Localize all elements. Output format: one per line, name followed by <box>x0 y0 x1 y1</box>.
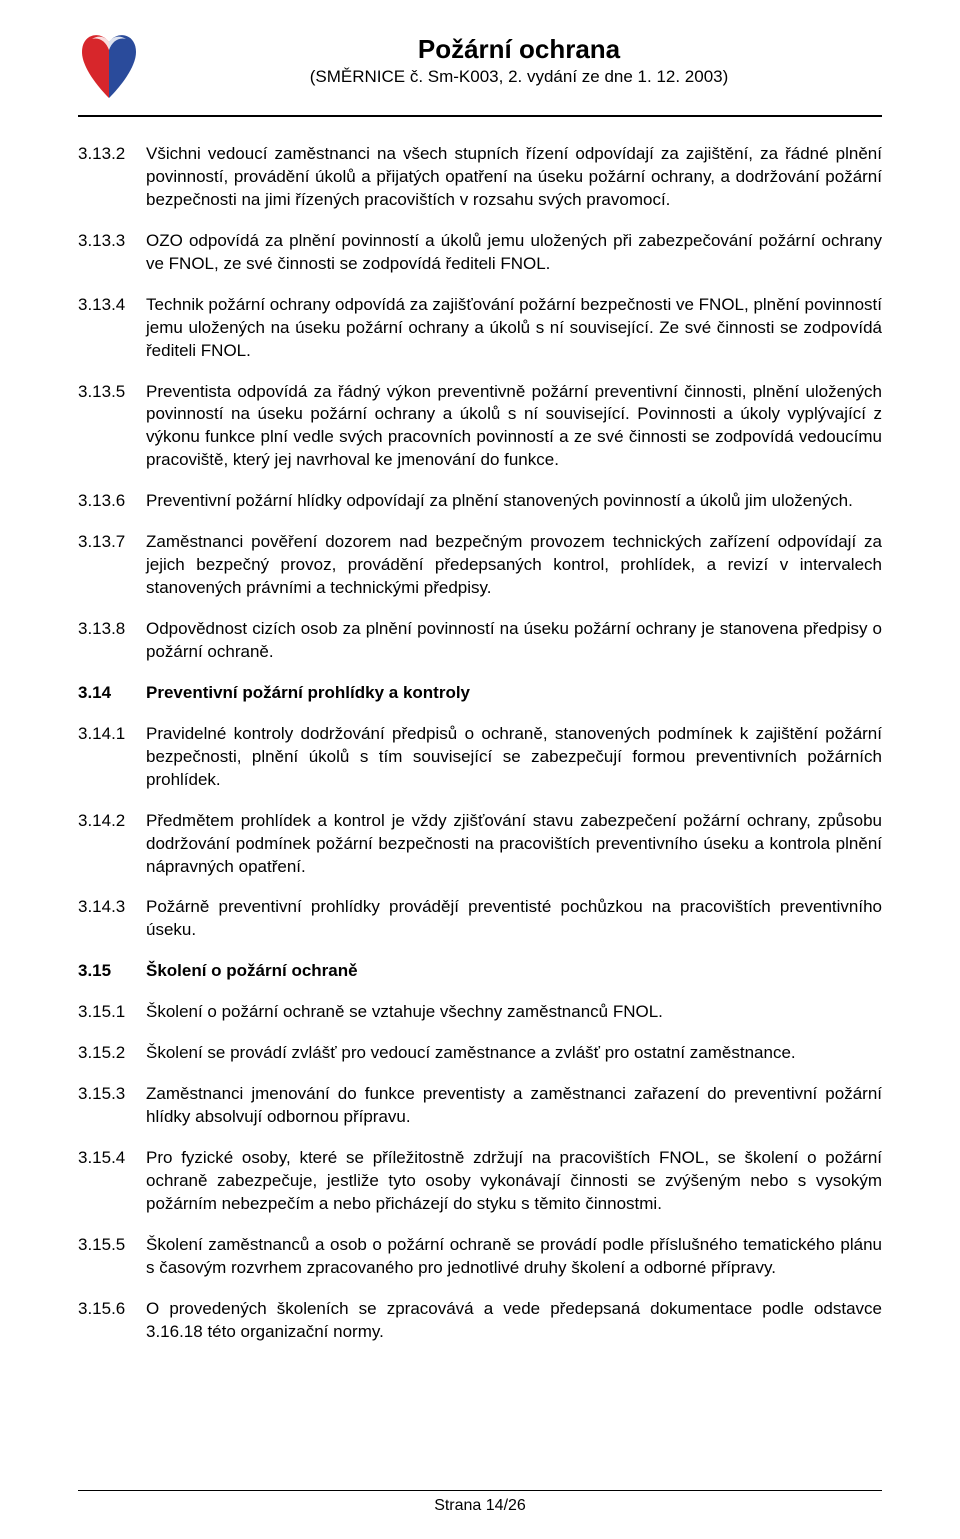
clause-number: 3.14 <box>78 682 146 705</box>
clause-item: 3.13.5Preventista odpovídá za řádný výko… <box>78 381 882 473</box>
clause-number: 3.13.7 <box>78 531 146 554</box>
section-heading: 3.14Preventivní požární prohlídky a kont… <box>78 682 882 705</box>
clause-text: Pro fyzické osoby, které se příležitostn… <box>146 1147 882 1216</box>
clause-text: Školení zaměstnanců a osob o požární och… <box>146 1234 882 1280</box>
document-subtitle: (SMĚRNICE č. Sm-K003, 2. vydání ze dne 1… <box>156 67 882 87</box>
clause-text: Školení se provádí zvlášť pro vedoucí za… <box>146 1042 882 1065</box>
clause-number: 3.14.3 <box>78 896 146 919</box>
clause-text: Školení o požární ochraně se vztahuje vš… <box>146 1001 882 1024</box>
clause-text: O provedených školeních se zpracovává a … <box>146 1298 882 1344</box>
clause-item: 3.14.3Požárně preventivní prohlídky prov… <box>78 896 882 942</box>
heart-logo-icon <box>78 32 140 109</box>
clause-text: Preventista odpovídá za řádný výkon prev… <box>146 381 882 473</box>
clause-text: Školení o požární ochraně <box>146 960 882 983</box>
clause-text: Pravidelné kontroly dodržování předpisů … <box>146 723 882 792</box>
clause-item: 3.15.2Školení se provádí zvlášť pro vedo… <box>78 1042 882 1065</box>
clause-number: 3.15.6 <box>78 1298 146 1321</box>
clause-item: 3.14.2Předmětem prohlídek a kontrol je v… <box>78 810 882 879</box>
clause-number: 3.13.5 <box>78 381 146 404</box>
clause-number: 3.13.4 <box>78 294 146 317</box>
clause-text: Požárně preventivní prohlídky provádějí … <box>146 896 882 942</box>
clause-item: 3.13.3OZO odpovídá za plnění povinností … <box>78 230 882 276</box>
clause-number: 3.14.1 <box>78 723 146 746</box>
heart-left-icon <box>82 35 109 98</box>
clause-item: 3.13.7Zaměstnanci pověření dozorem nad b… <box>78 531 882 600</box>
clause-item: 3.13.4Technik požární ochrany odpovídá z… <box>78 294 882 363</box>
clause-text: OZO odpovídá za plnění povinností a úkol… <box>146 230 882 276</box>
clause-item: 3.13.8Odpovědnost cizích osob za plnění … <box>78 618 882 664</box>
clause-number: 3.15.4 <box>78 1147 146 1170</box>
clause-number: 3.14.2 <box>78 810 146 833</box>
clause-item: 3.14.1Pravidelné kontroly dodržování pře… <box>78 723 882 792</box>
clause-number: 3.15.5 <box>78 1234 146 1257</box>
title-block: Požární ochrana (SMĚRNICE č. Sm-K003, 2.… <box>156 32 882 87</box>
clause-text: Předmětem prohlídek a kontrol je vždy zj… <box>146 810 882 879</box>
clause-text: Technik požární ochrany odpovídá za zaji… <box>146 294 882 363</box>
footer-rule <box>78 1490 882 1491</box>
clause-item: 3.15.5Školení zaměstnanců a osob o požár… <box>78 1234 882 1280</box>
clause-item: 3.13.2Všichni vedoucí zaměstnanci na vše… <box>78 143 882 212</box>
page-number: Strana 14/26 <box>0 1497 960 1515</box>
clause-number: 3.15.1 <box>78 1001 146 1024</box>
document-title: Požární ochrana <box>156 34 882 65</box>
document-page: Požární ochrana (SMĚRNICE č. Sm-K003, 2.… <box>0 0 960 1539</box>
clause-number: 3.15 <box>78 960 146 983</box>
clause-number: 3.15.3 <box>78 1083 146 1106</box>
section-heading: 3.15Školení o požární ochraně <box>78 960 882 983</box>
clause-text: Zaměstnanci pověření dozorem nad bezpečn… <box>146 531 882 600</box>
clause-text: Zaměstnanci jmenování do funkce preventi… <box>146 1083 882 1129</box>
clause-number: 3.13.3 <box>78 230 146 253</box>
clause-number: 3.13.6 <box>78 490 146 513</box>
clause-item: 3.15.3Zaměstnanci jmenování do funkce pr… <box>78 1083 882 1129</box>
clause-number: 3.13.8 <box>78 618 146 641</box>
clause-item: 3.15.6O provedených školeních se zpracov… <box>78 1298 882 1344</box>
clause-item: 3.15.1Školení o požární ochraně se vztah… <box>78 1001 882 1024</box>
heart-right-icon <box>109 35 136 98</box>
header: Požární ochrana (SMĚRNICE č. Sm-K003, 2.… <box>78 32 882 109</box>
clause-item: 3.13.6Preventivní požární hlídky odpovíd… <box>78 490 882 513</box>
clause-text: Všichni vedoucí zaměstnanci na všech stu… <box>146 143 882 212</box>
clause-number: 3.15.2 <box>78 1042 146 1065</box>
clause-text: Preventivní požární hlídky odpovídají za… <box>146 490 882 513</box>
clause-text: Odpovědnost cizích osob za plnění povinn… <box>146 618 882 664</box>
header-rule <box>78 115 882 117</box>
clause-number: 3.13.2 <box>78 143 146 166</box>
clause-list: 3.13.2Všichni vedoucí zaměstnanci na vše… <box>78 143 882 1344</box>
clause-item: 3.15.4Pro fyzické osoby, které se přílež… <box>78 1147 882 1216</box>
clause-text: Preventivní požární prohlídky a kontroly <box>146 682 882 705</box>
